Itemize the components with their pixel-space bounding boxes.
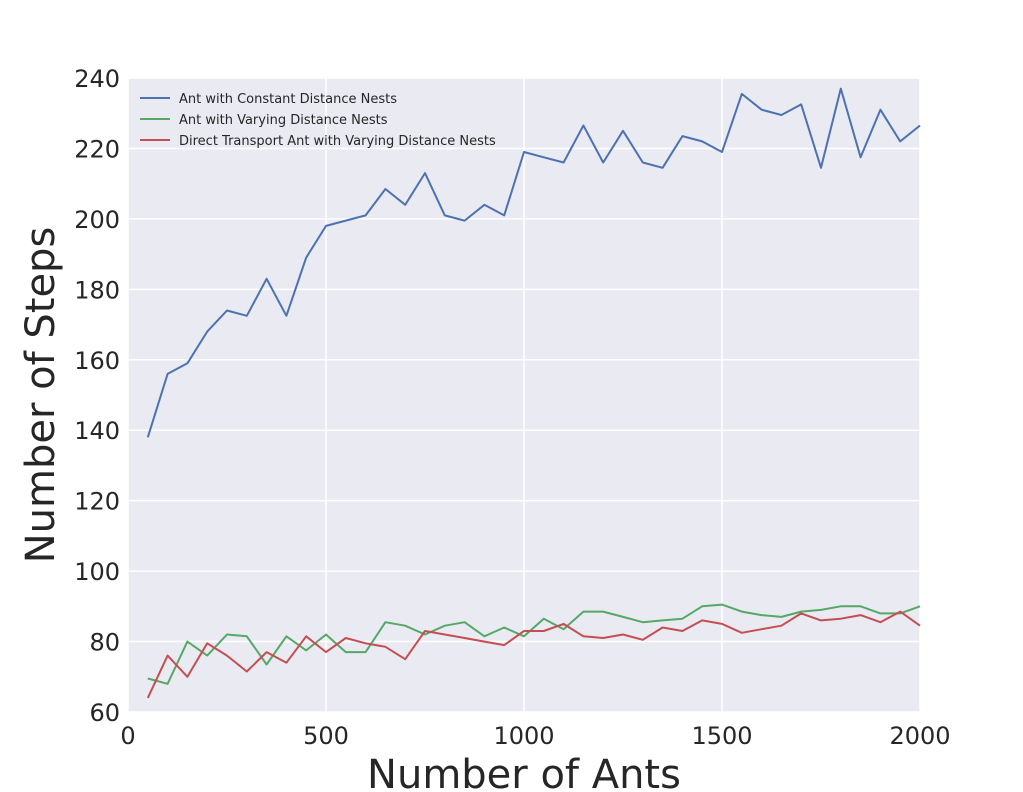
x-axis-title: Number of Ants: [367, 752, 681, 792]
y-tick-label: 80: [89, 629, 120, 657]
x-tick-label: 500: [303, 722, 349, 750]
y-tick-label: 200: [74, 206, 120, 234]
grid-lines: [127, 77, 921, 713]
y-tick-label: 100: [74, 558, 120, 586]
y-tick-label: 60: [89, 699, 120, 727]
y-tick-label: 140: [74, 417, 120, 445]
series-lines: [146, 87, 921, 699]
y-axis-title: Number of Steps: [18, 227, 64, 564]
series-line-3: [146, 610, 921, 699]
series-line-1: [146, 87, 921, 438]
x-tick-label: 2000: [889, 722, 950, 750]
legend-label-1: Ant with Constant Distance Nests: [179, 92, 397, 107]
y-tick-label: 160: [74, 347, 120, 375]
y-tick-label: 120: [74, 488, 120, 516]
legend-label-3: Direct Transport Ant with Varying Distan…: [179, 134, 496, 149]
y-tick-label: 180: [74, 276, 120, 304]
legend: Ant with Constant Distance Nests Ant with…: [140, 92, 496, 149]
y-tick-label: 220: [74, 135, 120, 163]
x-tick-label: 0: [120, 722, 135, 750]
x-tick-label: 1000: [493, 722, 554, 750]
y-tick-label: 240: [74, 65, 120, 93]
series-line-2: [147, 603, 921, 685]
x-tick-labels: 0 500 1000 1500 2000: [120, 722, 950, 750]
x-tick-label: 1500: [691, 722, 752, 750]
y-tick-labels: 60 80 100 120 140 160 180 200 220 240: [74, 65, 120, 727]
legend-label-2: Ant with Varying Distance Nests: [179, 113, 388, 128]
